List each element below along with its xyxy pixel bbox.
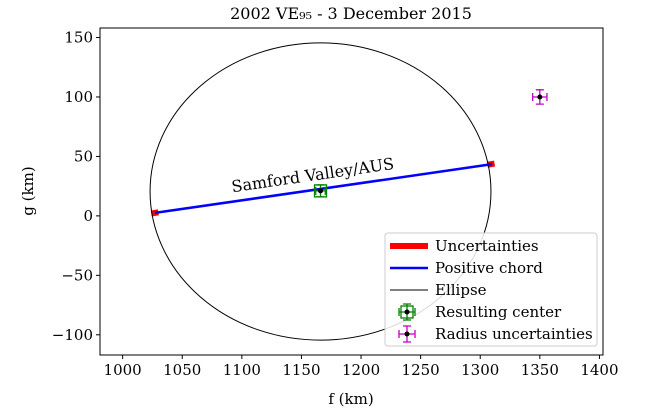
plot-frame [99, 27, 604, 356]
point [537, 94, 543, 100]
y-tick-label: 50 [74, 147, 93, 165]
ellipse [149, 42, 492, 341]
y-tick-label: 100 [64, 88, 93, 106]
x-tick-label: 1150 [282, 361, 320, 379]
x-tick-label: 1400 [580, 361, 618, 379]
error-point [313, 184, 328, 198]
legend-label: Positive chord [435, 259, 543, 277]
plot-area [149, 42, 548, 341]
error-point [398, 303, 416, 321]
legend-box [384, 232, 598, 347]
y-tick-label: −100 [52, 326, 93, 344]
legend-label: Uncertainties [435, 237, 539, 255]
point [404, 309, 410, 315]
x-axis-label: f (km) [328, 390, 373, 408]
y-axis-label: g (km) [19, 166, 37, 215]
x-tick-label: 1300 [461, 361, 499, 379]
point [318, 188, 324, 194]
y-tick-label: 150 [64, 29, 93, 47]
legend-label: Resulting center [435, 303, 562, 321]
y-tick-label: 0 [83, 207, 93, 225]
x-tick-label: 1200 [342, 361, 380, 379]
error-point [398, 325, 416, 343]
error-point [532, 89, 548, 105]
point [404, 331, 410, 337]
x-tick-label: 1000 [104, 361, 142, 379]
legend-label: Ellipse [435, 281, 487, 299]
center-box [313, 184, 328, 198]
x-tick-label: 1100 [223, 361, 261, 379]
x-tick-label: 1350 [521, 361, 559, 379]
legend-label: Radius uncertainties [435, 325, 593, 343]
y-tick-label: −50 [61, 266, 93, 284]
series-line [154, 162, 493, 215]
x-tick-label: 1050 [163, 361, 201, 379]
chart-title: 2002 VE₉₅ - 3 December 2015 [230, 4, 472, 23]
x-tick-label: 1250 [402, 361, 440, 379]
center-box [400, 305, 414, 319]
